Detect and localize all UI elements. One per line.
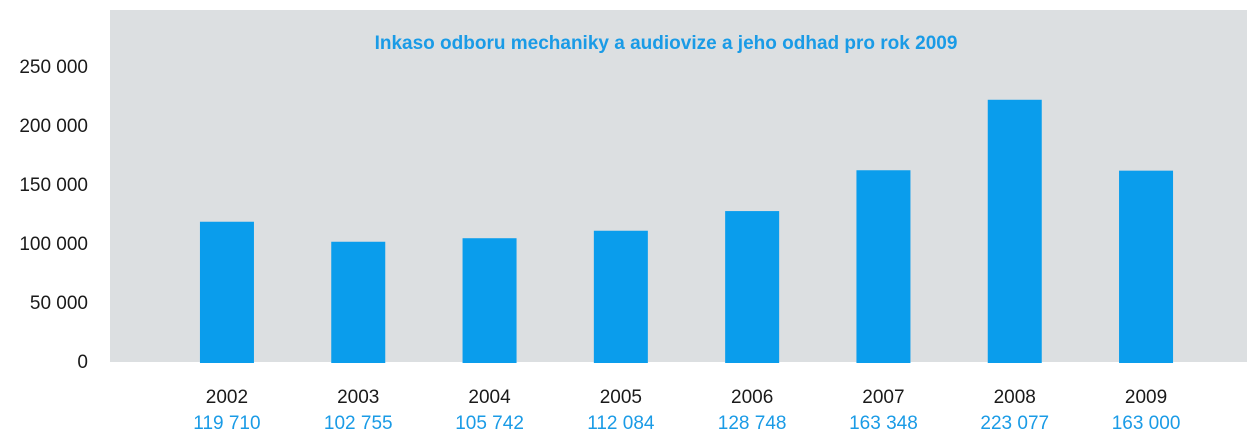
x-tick-label: 2009 bbox=[1125, 387, 1167, 408]
y-tick-label: 0 bbox=[77, 352, 88, 373]
x-tick-label: 2008 bbox=[994, 387, 1036, 408]
y-tick-label: 250 000 bbox=[19, 57, 88, 78]
value-label: 223 077 bbox=[980, 413, 1049, 434]
y-tick-label: 200 000 bbox=[19, 116, 88, 137]
chart-title: Inkaso odboru mechaniky a audiovize a je… bbox=[375, 33, 958, 54]
plot-background bbox=[110, 10, 1247, 362]
bar bbox=[593, 230, 648, 363]
x-tick-label: 2003 bbox=[337, 387, 379, 408]
x-tick-label: 2005 bbox=[600, 387, 642, 408]
bar bbox=[331, 241, 386, 363]
bar bbox=[1119, 170, 1174, 363]
value-label: 112 084 bbox=[587, 413, 655, 434]
y-tick-label: 50 000 bbox=[30, 293, 88, 314]
x-tick-label: 2004 bbox=[468, 387, 511, 408]
value-label: 163 348 bbox=[849, 413, 918, 434]
value-label: 102 755 bbox=[324, 413, 393, 434]
y-tick-label: 150 000 bbox=[19, 175, 88, 196]
bar bbox=[987, 99, 1042, 364]
value-label: 119 710 bbox=[193, 413, 260, 434]
bar bbox=[856, 170, 911, 363]
value-label: 105 742 bbox=[455, 413, 524, 434]
x-tick-label: 2007 bbox=[862, 387, 904, 408]
bar bbox=[462, 238, 517, 363]
x-tick-label: 2002 bbox=[206, 387, 248, 408]
y-tick-label: 100 000 bbox=[19, 234, 88, 255]
bar bbox=[199, 221, 254, 363]
value-label: 128 748 bbox=[718, 413, 787, 434]
value-label: 163 000 bbox=[1112, 413, 1181, 434]
x-tick-label: 2006 bbox=[731, 387, 773, 408]
bar bbox=[725, 211, 780, 363]
